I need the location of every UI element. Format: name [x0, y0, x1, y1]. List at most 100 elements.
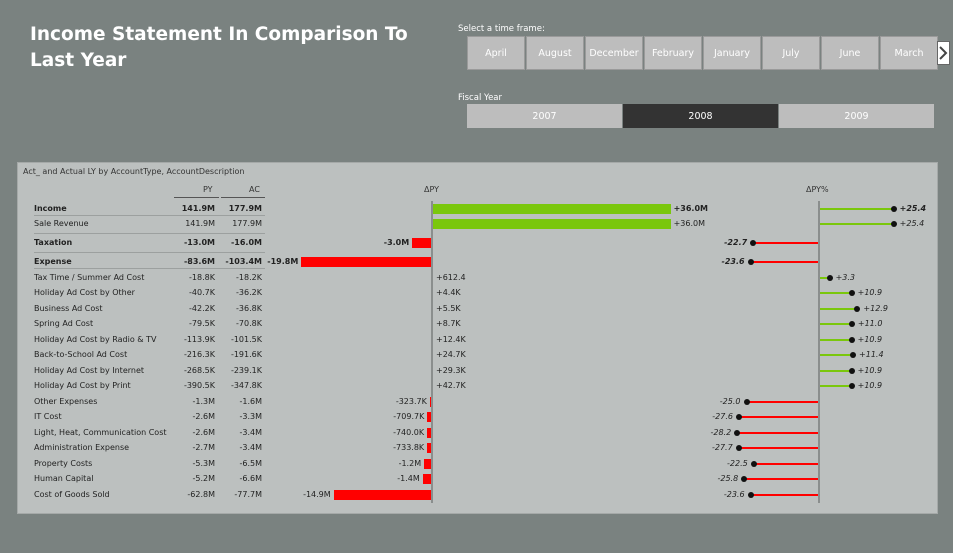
delta-label: +5.5K — [436, 304, 461, 313]
row-separator — [34, 215, 265, 216]
delta-pct-label: -28.2 — [710, 428, 732, 437]
delta-bar — [433, 204, 671, 214]
table-row: Back-to-School Ad Cost -216.3K -191.6K +24.… — [18, 347, 939, 363]
month-button-march[interactable]: March — [880, 36, 938, 70]
fiscal-year-button-2008[interactable]: 2008 — [623, 104, 778, 128]
delta-pct-dot — [890, 206, 897, 212]
income-statement-visual: Act_ and Actual LY by AccountType, Accou… — [17, 162, 938, 514]
delta-label: +24.7K — [436, 350, 466, 359]
ac-value: -103.4M — [225, 257, 262, 266]
row-label: Holiday Ad Cost by Internet — [34, 366, 145, 375]
delta-pct-line — [820, 385, 852, 387]
table-row: Other Expenses -1.3M -1.6M -323.7K -25.0 — [18, 394, 939, 410]
delta-pct-dot — [826, 275, 833, 281]
header-delta-pct: ΔPY% — [806, 185, 829, 194]
table-row: Holiday Ad Cost by Print -390.5K -347.8K +4… — [18, 378, 939, 394]
delta-pct-dot — [848, 368, 855, 374]
delta-pct-line — [737, 432, 819, 434]
row-label: Back-to-School Ad Cost — [34, 350, 128, 359]
py-value: -40.7K — [189, 288, 215, 297]
ac-value: -239.1K — [230, 366, 262, 375]
delta-pct-label: -22.7 — [724, 238, 748, 247]
row-label: Other Expenses — [34, 397, 98, 406]
table-row: Income 141.9M 177.9M +36.0M +25.4 — [18, 201, 939, 217]
fiscal-year-slicer: 2007 2008 2009 — [467, 104, 934, 128]
table-row: Tax Time / Summer Ad Cost -18.8K -18.2K +61… — [18, 270, 939, 286]
py-value: -18.8K — [189, 273, 215, 282]
ac-value: -3.4M — [239, 443, 262, 452]
row-label: Tax Time / Summer Ad Cost — [34, 273, 145, 282]
month-button-august[interactable]: August — [526, 36, 584, 70]
month-button-february[interactable]: February — [644, 36, 702, 70]
row-label: Holiday Ad Cost by Radio & TV — [34, 335, 157, 344]
delta-pct-line — [820, 308, 858, 310]
py-value: -2.6M — [192, 412, 215, 421]
chevron-right-icon — [939, 46, 948, 60]
delta-label: -14.9M — [303, 490, 331, 499]
delta-pct-label: +10.9 — [857, 335, 883, 344]
ac-value: -6.6M — [239, 474, 262, 483]
delta-pct-line — [820, 339, 852, 341]
month-button-december[interactable]: December — [585, 36, 643, 70]
delta-bar — [301, 257, 432, 267]
row-label: Property Costs — [34, 459, 93, 468]
delta-pct-label: -25.8 — [717, 474, 739, 483]
header-underline-ac — [221, 197, 265, 198]
header-underline-py — [174, 197, 219, 198]
ac-value: -6.5M — [239, 459, 262, 468]
row-label: Sale Revenue — [34, 219, 89, 228]
month-slicer: April August December February January July Ju… — [467, 36, 938, 70]
row-label: Business Ad Cost — [34, 304, 103, 313]
delta-pct-line — [820, 354, 854, 356]
py-value: -2.6M — [192, 428, 215, 437]
delta-bar — [427, 443, 432, 453]
delta-bar — [427, 412, 432, 422]
delta-pct-line — [746, 401, 819, 403]
py-value: -268.5K — [183, 366, 215, 375]
delta-label: -733.8K — [393, 443, 425, 452]
delta-pct-dot — [735, 445, 742, 451]
delta-pct-label: +25.4 — [899, 219, 925, 228]
ac-value: 177.9M — [228, 204, 262, 213]
row-label: Income — [34, 204, 67, 213]
ac-value: -3.3M — [239, 412, 262, 421]
delta-bar — [333, 490, 432, 500]
month-button-july[interactable]: July — [762, 36, 820, 70]
next-page-arrow-button[interactable] — [937, 41, 950, 65]
delta-pct-line — [738, 416, 819, 418]
delta-label: -740.0K — [393, 428, 425, 437]
py-value: -2.7M — [192, 443, 215, 452]
time-frame-label: Select a time frame: — [458, 24, 545, 34]
py-value: -216.3K — [183, 350, 215, 359]
table-row: Spring Ad Cost -79.5K -70.8K +8.7K +11.0 — [18, 316, 939, 332]
month-button-january[interactable]: January — [703, 36, 761, 70]
delta-pct-line — [820, 292, 852, 294]
ac-value: -16.0M — [230, 238, 262, 247]
delta-pct-dot — [735, 414, 742, 420]
delta-pct-label: +11.0 — [857, 319, 883, 328]
fiscal-year-button-2009[interactable]: 2009 — [779, 104, 934, 128]
fiscal-year-button-2007[interactable]: 2007 — [467, 104, 622, 128]
delta-pct-line — [750, 261, 819, 263]
delta-label: -709.7K — [393, 412, 425, 421]
delta-pct-dot — [850, 352, 857, 358]
delta-pct-label: -27.6 — [712, 412, 733, 421]
row-label: Expense — [34, 257, 72, 266]
py-value: -5.3M — [192, 459, 215, 468]
delta-pct-label: -25.0 — [719, 397, 741, 406]
row-separator — [34, 252, 265, 253]
ac-value: -18.2K — [236, 273, 262, 282]
py-value: 141.9M — [185, 219, 215, 228]
table-row: Expense -83.6M -103.4M -19.8M -23.6 — [18, 254, 939, 270]
table-row: Holiday Ad Cost by Radio & TV -113.9K -101… — [18, 332, 939, 348]
delta-pct-dot — [848, 321, 855, 327]
py-value: -390.5K — [183, 381, 215, 390]
month-button-june[interactable]: June — [821, 36, 879, 70]
ac-value: -36.2K — [236, 288, 262, 297]
table-row: Taxation -13.0M -16.0M -3.0M -22.7 — [18, 235, 939, 251]
delta-pct-line — [750, 494, 819, 496]
delta-label: -323.7K — [395, 397, 427, 406]
delta-pct-dot — [734, 430, 741, 436]
month-button-april[interactable]: April — [467, 36, 525, 70]
delta-pct-line — [753, 463, 819, 465]
